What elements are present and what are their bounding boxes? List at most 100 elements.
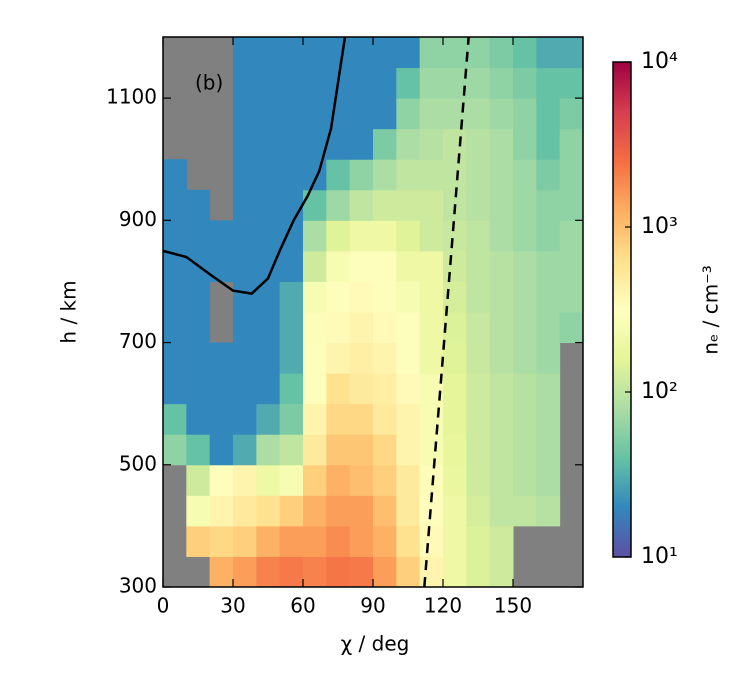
heatmap-cell — [209, 220, 234, 252]
heatmap-cell — [536, 495, 561, 527]
heatmap-cell — [536, 37, 561, 69]
heatmap-cell — [489, 403, 514, 435]
heatmap-cell — [396, 250, 421, 282]
heatmap-cell — [513, 128, 537, 160]
heatmap-cell — [303, 312, 327, 344]
heatmap-cell — [326, 220, 351, 252]
colorbar-tick-label: 10² — [641, 379, 678, 404]
heatmap-cell — [326, 189, 351, 221]
colorbar-tick-label: 10³ — [641, 214, 678, 239]
heatmap-cell — [303, 128, 327, 160]
heatmap-cell — [256, 37, 281, 69]
x-tick-label: 0 — [157, 594, 170, 618]
heatmap-cell — [466, 250, 491, 282]
heatmap-cell — [419, 98, 444, 130]
heatmap-cell — [373, 312, 397, 344]
heatmap-cell — [466, 464, 491, 496]
heatmap-cell — [256, 434, 281, 466]
heatmap-cell — [373, 403, 397, 435]
heatmap-cell — [186, 189, 211, 221]
heatmap-cell — [559, 67, 584, 99]
y-tick-label: 900 — [119, 207, 157, 231]
heatmap-cell — [396, 67, 421, 99]
heatmap-cell — [513, 464, 537, 496]
heatmap-cell — [349, 373, 374, 405]
heatmap-cell — [396, 189, 421, 221]
heatmap-cell — [209, 556, 234, 588]
heatmap-cell — [209, 250, 234, 282]
heatmap-cell — [279, 525, 304, 557]
x-tick-label: 150 — [494, 594, 532, 618]
heatmap-cell — [536, 373, 561, 405]
heatmap-cell — [466, 67, 491, 99]
heatmap-cell — [279, 495, 304, 527]
heatmap-cell — [186, 281, 211, 313]
heatmap-cell — [256, 159, 281, 191]
heatmap-cell — [536, 220, 561, 252]
heatmap-cell — [303, 159, 327, 191]
heatmap-cell — [256, 373, 281, 405]
heatmap-cell — [349, 220, 374, 252]
heatmap-cell — [536, 67, 561, 99]
heatmap-cell — [303, 67, 327, 99]
heatmap-cell — [466, 495, 491, 527]
heatmap-cell — [233, 525, 257, 557]
heatmap-cell — [349, 342, 374, 374]
heatmap-cell — [443, 128, 467, 160]
heatmap-cell — [186, 312, 211, 344]
heatmap-cell — [233, 98, 257, 130]
heatmap-cell — [419, 220, 444, 252]
heatmap-cell — [396, 312, 421, 344]
heatmap-cell — [233, 159, 257, 191]
heatmap-cell — [513, 281, 537, 313]
heatmap-cell — [536, 98, 561, 130]
heatmap-cell — [163, 373, 187, 405]
heatmap-cell — [536, 281, 561, 313]
heatmap-cell — [489, 67, 514, 99]
heatmap-cell — [279, 128, 304, 160]
heatmap-cell — [489, 495, 514, 527]
heatmap-cell — [489, 281, 514, 313]
y-axis-label: h / km — [57, 280, 81, 343]
heatmap-cell — [349, 464, 374, 496]
heatmap-cell — [419, 281, 444, 313]
heatmap-cell — [279, 250, 304, 282]
heatmap-cell — [513, 373, 537, 405]
heatmap-cell — [303, 556, 327, 588]
heatmap-cell — [279, 281, 304, 313]
x-tick-label: 120 — [424, 594, 462, 618]
heatmap-cell — [209, 495, 234, 527]
heatmap-cell — [303, 525, 327, 557]
heatmap-cell — [233, 373, 257, 405]
heatmap-cell — [373, 37, 397, 69]
heatmap-cell — [419, 525, 444, 557]
heatmap-cell — [489, 37, 514, 69]
heatmap-cell — [489, 434, 514, 466]
heatmap-cell — [326, 128, 351, 160]
heatmap-cell — [396, 556, 421, 588]
heatmap-cell — [349, 128, 374, 160]
heatmap-cell — [163, 403, 187, 435]
heatmap-cell — [396, 373, 421, 405]
heatmap-cell — [536, 434, 561, 466]
heatmap-cell — [279, 37, 304, 69]
heatmap-cell — [536, 342, 561, 374]
heatmap-cell — [349, 525, 374, 557]
heatmap-cell — [396, 434, 421, 466]
heatmap-cell — [279, 312, 304, 344]
heatmap-cell — [233, 281, 257, 313]
heatmap-cell — [443, 220, 467, 252]
heatmap-cell — [396, 37, 421, 69]
y-tick-label: 1100 — [106, 85, 157, 109]
heatmap-cell — [373, 464, 397, 496]
heatmap-cell — [186, 495, 211, 527]
heatmap-cell — [513, 159, 537, 191]
heatmap-cell — [163, 220, 187, 252]
heatmap-cell — [349, 281, 374, 313]
heatmap-cell — [443, 403, 467, 435]
heatmap-cell — [233, 189, 257, 221]
heatmap-cell — [349, 250, 374, 282]
heatmap-cell — [209, 403, 234, 435]
colorbar — [612, 61, 632, 558]
